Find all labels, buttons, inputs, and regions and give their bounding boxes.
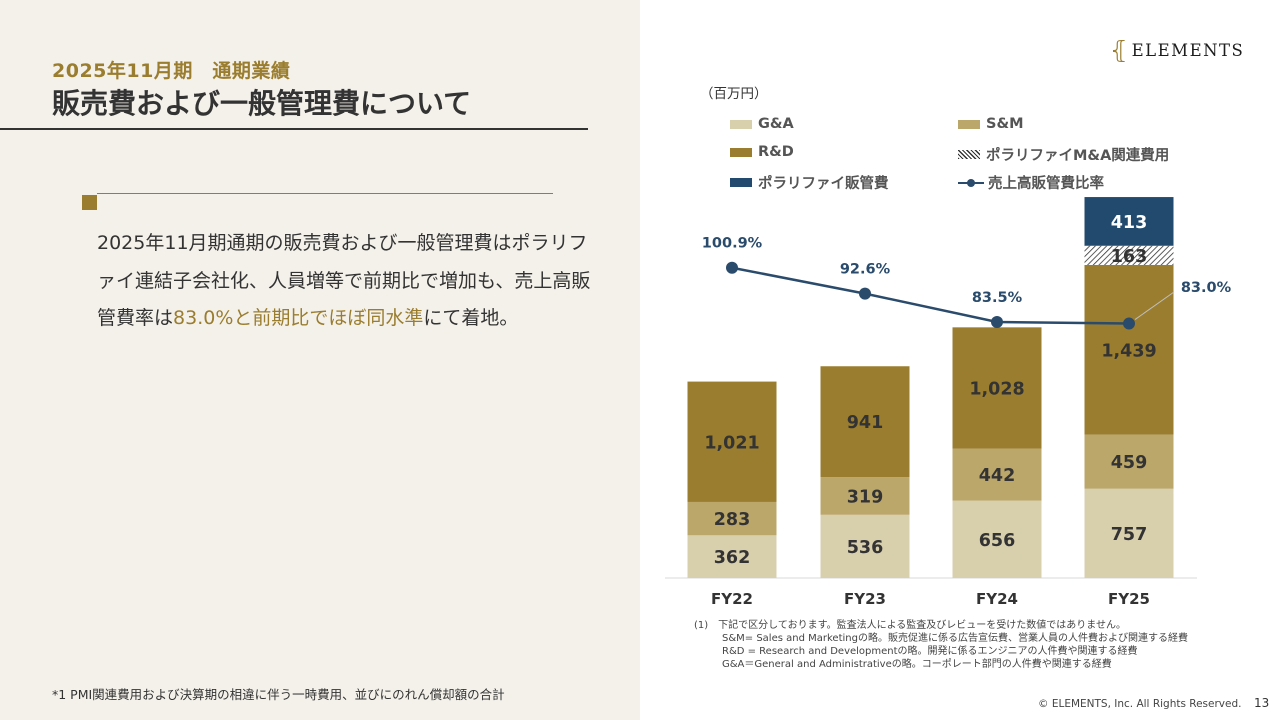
bar-polarify-fy25: [1084, 197, 1174, 246]
legend-ga-label: G&A: [758, 116, 794, 132]
bar-label-sm-fy23: 319: [847, 488, 884, 508]
summary-part2: にて着地。: [423, 307, 519, 329]
note-line-4: G&A＝General and Administrativeの略。コーポレート部…: [722, 659, 1112, 670]
legend-polarify: ポラリファイ販管費: [730, 172, 889, 193]
bar-rd-fy23: [820, 366, 910, 478]
bar-label-rd-fy24: 1,028: [969, 379, 1024, 399]
bar-label-ga-fy24: 656: [979, 531, 1016, 551]
x-tick-fy22: FY22: [711, 590, 753, 608]
legend-ga: G&A: [730, 116, 794, 132]
legend-ga-swatch: [730, 119, 752, 129]
summary-text: 2025年11月期通期の販売費および一般管理費はポラリファイ連結子会社化、人員増…: [97, 225, 597, 338]
footnote-left: *1 PMI関連費用および決算期の相違に伴う一時費用、並びにのれん償却額の合計: [52, 687, 505, 702]
note-line-1: (1) 下記で区分しております。監査法人による監査及びレビューを受けた数値ではあ…: [694, 620, 1126, 631]
ratio-label-fy22: 100.9%: [702, 236, 763, 252]
legend-ma-label: ポラリファイM&A関連費用: [986, 148, 1170, 164]
bar-label-rd-fy22: 1,021: [704, 433, 759, 453]
bar-ga-fy23: [820, 514, 910, 578]
bar-label-rd-fy23: 941: [847, 413, 884, 433]
page-number: 13: [1254, 696, 1270, 710]
bar-label-sm-fy22: 283: [714, 510, 751, 530]
ratio-label-fy25: 83.0%: [1181, 280, 1232, 296]
logo-text: ELEMENTS: [1131, 40, 1245, 60]
bar-sm-fy22: [687, 501, 777, 536]
bar-label-ga-fy25: 757: [1111, 525, 1148, 545]
bar-ga-fy25: [1084, 488, 1174, 578]
bar-ma-fy25: [1084, 245, 1174, 265]
bar-label-ga-fy22: 362: [714, 548, 751, 568]
ratio-point-fy23: [859, 287, 871, 300]
legend-rd-swatch: [730, 147, 752, 157]
legend-rd-label: R&D: [758, 144, 794, 160]
bar-label-sm-fy24: 442: [979, 466, 1016, 486]
logo: ⦃ ELEMENTS: [1110, 36, 1244, 64]
bar-rd-fy25: [1084, 264, 1174, 435]
legend-polarify-swatch: [730, 178, 752, 187]
note-line-2: S&M= Sales and Marketingの略。販売促進に係る広告宣伝費、…: [722, 633, 1188, 644]
legend-sm-label: S&M: [986, 116, 1024, 132]
summary-highlight: 83.0%と前期比でほぼ同水準: [173, 307, 424, 329]
x-tick-fy24: FY24: [976, 590, 1018, 608]
chart-notes: (1) 下記で区分しております。監査法人による監査及びレビューを受けた数値ではあ…: [694, 619, 1188, 671]
title-divider: [0, 128, 588, 130]
ratio-point-fy22: [726, 261, 738, 274]
copyright: © ELEMENTS, Inc. All Rights Reserved.: [1038, 698, 1242, 710]
ratio-leader-fy25: [1134, 291, 1175, 320]
bar-label-ga-fy23: 536: [847, 538, 884, 558]
logo-mark-icon: ⦃: [1110, 36, 1128, 64]
note-line-3: R&D = Research and Developmentの略。開発に係るエン…: [722, 646, 1138, 657]
legend-polarify-label: ポラリファイ販管費: [758, 176, 889, 192]
bar-rd-fy22: [687, 381, 777, 502]
summary-part1: 2025年11月期通期の販売費および一般管理費はポラリファイ連結子会社化、人員増…: [97, 232, 591, 329]
legend-sm: S&M: [958, 116, 1024, 132]
bar-ga-fy24: [952, 500, 1042, 578]
page-subtitle: 2025年11月期 通期業績: [52, 60, 291, 82]
summary-divider: [97, 193, 553, 194]
legend-sm-swatch: [958, 119, 980, 129]
ratio-label-fy23: 92.6%: [840, 262, 891, 278]
legend-ma: ポラリファイM&A関連費用: [958, 144, 1169, 165]
bar-ga-fy22: [687, 535, 777, 578]
x-tick-fy23: FY23: [844, 590, 886, 608]
legend-ratio-label: 売上高販管費比率: [988, 176, 1104, 192]
page-title: 販売費および一般管理費について: [52, 87, 472, 120]
legend-ratio-swatch: [958, 178, 984, 188]
left-panel: [0, 0, 640, 720]
ratio-point-fy25: [1123, 317, 1135, 330]
bar-rd-fy24: [952, 327, 1042, 449]
unit-label: （百万円）: [700, 86, 768, 102]
bar-sm-fy23: [820, 477, 910, 515]
x-tick-fy25: FY25: [1108, 590, 1150, 608]
ratio-label-fy24: 83.5%: [972, 290, 1023, 306]
bar-label-ma-fy25: 163: [1111, 247, 1148, 267]
summary-marker: [82, 195, 97, 210]
legend-ma-swatch: [958, 150, 980, 159]
ratio-line: [731, 266, 1130, 325]
ratio-point-fy24: [991, 316, 1003, 328]
bar-label-sm-fy25: 459: [1111, 453, 1148, 473]
bar-label-polarify-fy25: 413: [1111, 213, 1148, 233]
bar-sm-fy25: [1084, 434, 1174, 489]
legend-ratio: 売上高販管費比率: [958, 172, 1104, 193]
bar-label-rd-fy25: 1,439: [1101, 341, 1156, 361]
bar-sm-fy24: [952, 448, 1042, 501]
legend-rd: R&D: [730, 144, 794, 160]
